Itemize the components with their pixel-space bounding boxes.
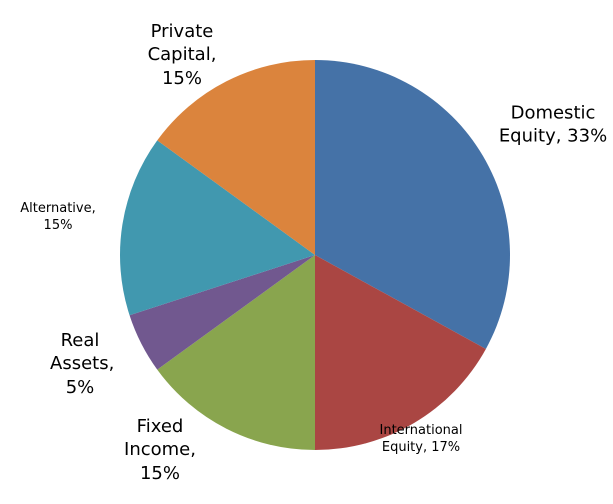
data-label: Domestic Equity, 33% — [498, 102, 608, 147]
pie-slice — [157, 60, 315, 255]
pie-slice — [315, 255, 486, 450]
pie-slice — [315, 60, 511, 349]
pie-slice — [129, 255, 315, 370]
data-label: Real Assets, 5% — [50, 329, 115, 398]
pie-slice — [119, 140, 315, 316]
data-label: Private Capital, 15% — [147, 20, 217, 89]
data-label: Fixed Income, 15% — [124, 415, 196, 484]
pie-slice — [157, 255, 315, 450]
data-label: Alternative, 15% — [20, 201, 96, 233]
data-label: International Equity, 17% — [379, 423, 463, 455]
